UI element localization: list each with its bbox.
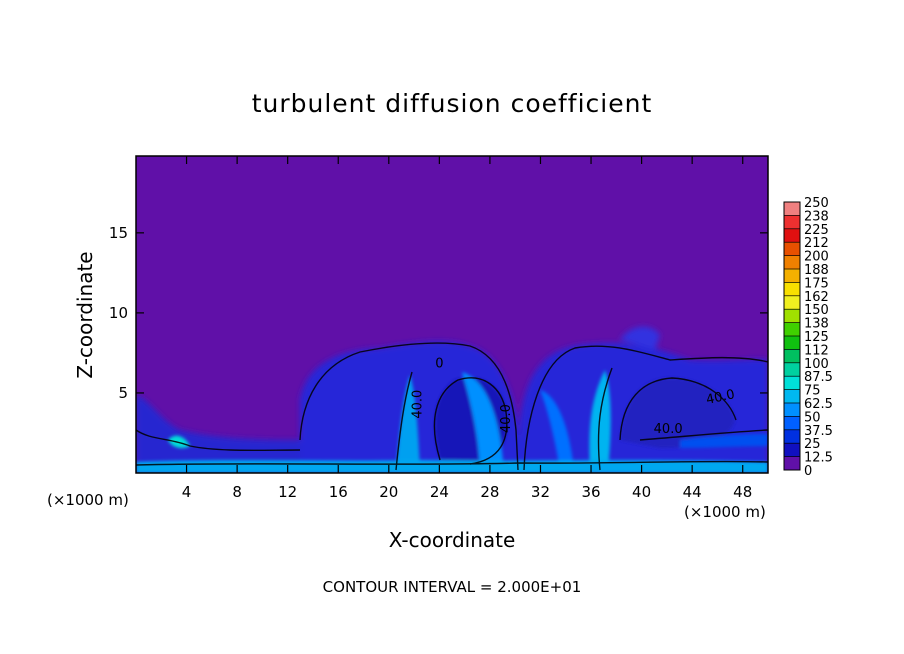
colorbar-swatch [784, 456, 800, 471]
colorbar-label: 0 [804, 464, 812, 479]
colorbar-swatch [784, 202, 800, 216]
colorbar-swatch [784, 429, 800, 444]
chart-title: turbulent diffusion coefficient [252, 89, 653, 118]
contour-label: 40.0 [705, 387, 736, 408]
x-axis: 4 8 12 16 20 24 28 32 36 40 44 48 [182, 156, 752, 501]
colorbar-label: 150 [804, 303, 829, 318]
colorbar-swatch [784, 295, 800, 310]
x-axis-label: X-coordinate [389, 528, 516, 552]
y-tick-label: 10 [109, 304, 128, 322]
colorbar-swatch [784, 416, 800, 431]
y-tick-label: 5 [118, 384, 128, 402]
colorbar-label: 138 [804, 317, 829, 332]
colorbar-label: 25 [804, 437, 821, 452]
colorbar-label: 12.5 [804, 451, 833, 466]
colorbar-label: 75 [804, 384, 821, 399]
colorbar-label: 225 [804, 223, 829, 238]
colorbar-swatch [784, 282, 800, 297]
colorbar-label: 125 [804, 330, 829, 345]
y-tick-label: 15 [109, 224, 128, 242]
colorbar-label: 37.5 [804, 424, 833, 439]
colorbar-label: 175 [804, 276, 829, 291]
x-tick-label: 12 [278, 483, 297, 501]
x-tick-label: 24 [430, 483, 449, 501]
x-tick-label: 44 [683, 483, 702, 501]
colorbar-swatch [784, 255, 800, 270]
colorbar-label: 87.5 [804, 370, 833, 385]
colorbar-swatch [784, 389, 800, 404]
colorbar-swatch [784, 376, 800, 390]
colorbar-label: 238 [804, 209, 829, 224]
colorbar-swatch [784, 443, 800, 457]
plot-frame [135, 155, 769, 474]
colorbar-swatch [784, 403, 800, 417]
colorbar-swatch [784, 349, 800, 364]
contour-interval-note: CONTOUR INTERVAL = 2.000E+01 [323, 578, 582, 596]
heatmap-field [136, 156, 768, 473]
colorbar-swatch [784, 242, 800, 256]
colorbar-swatch [784, 228, 800, 243]
colorbar-label: 162 [804, 290, 829, 305]
colorbar-label: 50 [804, 410, 821, 425]
x-tick-label: 28 [480, 483, 499, 501]
contour-label: 40.0 [411, 390, 426, 419]
x-unit-right: (×1000 m) [684, 503, 766, 521]
y-axis: 5 10 15 [109, 224, 768, 402]
contour-labels: 40.0 40.0 40.0 40.0 0 [411, 356, 737, 437]
y-axis-label: Z-coordinate [73, 251, 97, 378]
colorbar-label: 188 [804, 263, 829, 278]
contour-label: 40.0 [654, 422, 683, 437]
colorbar-swatch [784, 322, 800, 337]
x-tick-label: 36 [581, 483, 600, 501]
contour-label: 0 [435, 356, 443, 371]
x-tick-label: 40 [632, 483, 651, 501]
colorbar-label: 200 [804, 250, 829, 265]
colorbar-label: 62.5 [804, 397, 833, 412]
x-unit-left: (×1000 m) [47, 491, 129, 509]
x-tick-label: 8 [232, 483, 242, 501]
x-tick-label: 4 [182, 483, 192, 501]
colorbar-label: 100 [804, 357, 829, 372]
colorbar-label: 250 [804, 196, 829, 211]
colorbar-swatch [784, 309, 800, 323]
colorbar-swatch [784, 362, 800, 377]
contour-label: 40.0 [499, 404, 514, 433]
x-tick-label: 20 [379, 483, 398, 501]
colorbar: 2502382252122001881751621501381251121008… [783, 196, 833, 479]
colorbar-label: 212 [804, 236, 829, 251]
colorbar-label: 112 [804, 343, 829, 358]
colorbar-swatch [784, 215, 800, 230]
colorbar-swatch [784, 269, 800, 283]
x-tick-label: 32 [531, 483, 550, 501]
x-tick-label: 48 [733, 483, 752, 501]
colorbar-swatch [784, 336, 800, 350]
x-tick-label: 16 [329, 483, 348, 501]
